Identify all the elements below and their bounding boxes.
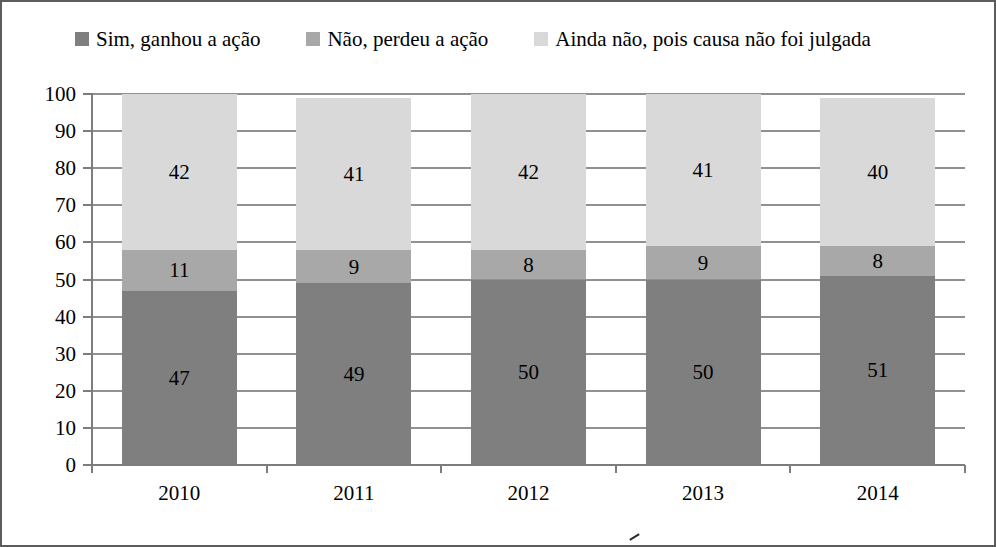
bar-segment-value-label: 8 [471, 252, 586, 278]
cropped-caption-mark [629, 533, 639, 541]
x-axis-category-label: 2011 [294, 481, 414, 505]
y-axis-tick-label: 100 [10, 82, 76, 106]
x-axis-category-label: 2012 [469, 481, 589, 505]
bar-segment-value-label: 50 [471, 359, 586, 385]
x-axis-tick [789, 465, 791, 473]
y-axis-tick-label: 10 [10, 416, 76, 440]
y-axis-tick-label: 60 [10, 230, 76, 254]
plot-area: 0 10 20 30 40 50 60 70 80 90 100 47 11 42 2010 49 9 41 201… [2, 2, 996, 547]
y-axis-tick-label: 40 [10, 305, 76, 329]
y-axis-tick-label: 30 [10, 342, 76, 366]
bar-segment-value-label: 47 [122, 365, 237, 391]
bar-segment-value-label: 42 [471, 159, 586, 185]
bar-segment-value-label: 42 [122, 159, 237, 185]
bar-segment-value-label: 11 [122, 257, 237, 283]
x-axis-tick [266, 465, 268, 473]
bar-segment-value-label: 9 [296, 254, 411, 280]
bar-segment-value-label: 51 [820, 357, 935, 383]
y-axis-tick-label: 0 [10, 453, 76, 477]
x-axis-tick [615, 465, 617, 473]
x-axis-tick [91, 465, 93, 473]
bar-segment-value-label: 49 [296, 361, 411, 387]
bar-segment-value-label: 8 [820, 248, 935, 274]
x-axis-tick [964, 465, 966, 473]
bar-segment-value-label: 40 [820, 159, 935, 185]
y-axis-tick-label: 90 [10, 119, 76, 143]
x-axis-category-label: 2013 [643, 481, 763, 505]
y-axis-tick-label: 80 [10, 156, 76, 180]
y-axis-tick-label: 20 [10, 379, 76, 403]
bar-segment-value-label: 41 [646, 157, 761, 183]
y-axis-line [91, 93, 93, 473]
x-axis-category-label: 2014 [818, 481, 938, 505]
bar-segment-value-label: 9 [646, 250, 761, 276]
bar-segment-value-label: 50 [646, 359, 761, 385]
stacked-bar-chart: Sim, ganhou a açãoNão, perdeu a açãoAind… [0, 0, 996, 547]
bar-segment-value-label: 41 [296, 161, 411, 187]
y-axis-tick-label: 50 [10, 268, 76, 292]
x-axis-category-label: 2010 [119, 481, 239, 505]
y-axis-tick-label: 70 [10, 193, 76, 217]
x-axis-tick [440, 465, 442, 473]
